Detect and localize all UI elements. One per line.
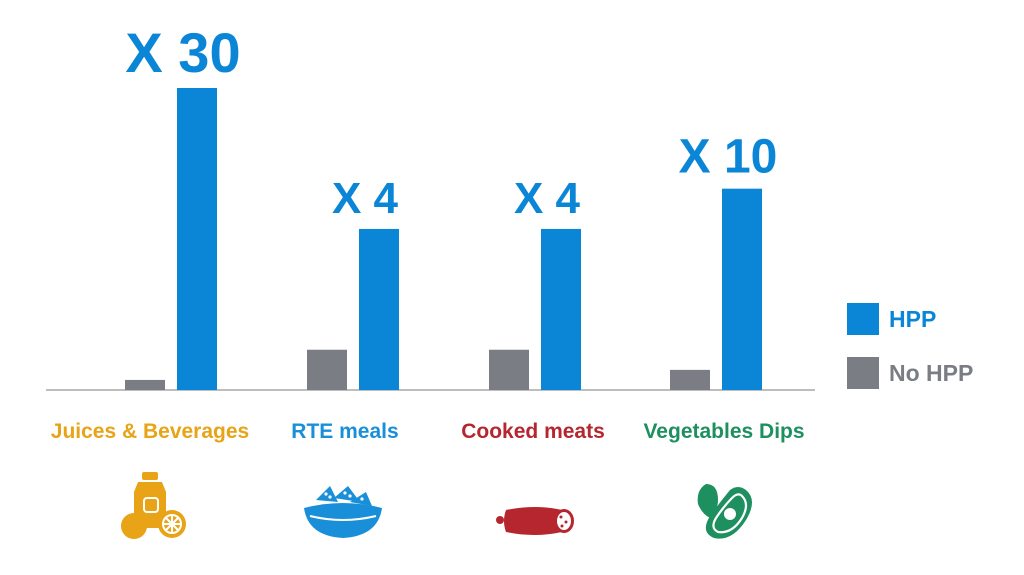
category-label-dips: Vegetables Dips [643,420,805,443]
legend-label-no-hpp: No HPP [889,359,974,386]
category-label-juices: Juices & Beverages [50,420,250,443]
legend-item-hpp: HPP [847,302,1007,336]
bar-no-hpp-4 [670,369,710,390]
legend-swatch-hpp [847,303,879,335]
sausage-icon [496,507,574,535]
bar-hpp-3 [541,228,581,390]
bar-no-hpp-1 [125,379,165,390]
bar-no-hpp-3 [489,349,529,390]
bar-hpp-4 [722,188,762,390]
bar-hpp-1 [177,88,217,390]
multiplier-label-1: X 30 [125,21,240,84]
category-label-rte: RTE meals [291,420,399,443]
juice-fruit-icon [121,472,186,539]
multiplier-label-3: X 4 [514,174,581,223]
bowl-nachos-icon [304,486,382,538]
multiplier-label-4: X 10 [679,131,778,184]
bar-no-hpp-2 [307,349,347,390]
multiplier-label-2: X 4 [332,174,399,223]
legend-item-no-hpp: No HPP [847,356,1007,390]
category-label-meats: Cooked meats [461,420,605,443]
legend-label-hpp: HPP [889,305,937,332]
legend-swatch-no-hpp [847,357,879,389]
bar-hpp-2 [359,228,399,390]
avocado-icon [697,484,752,539]
